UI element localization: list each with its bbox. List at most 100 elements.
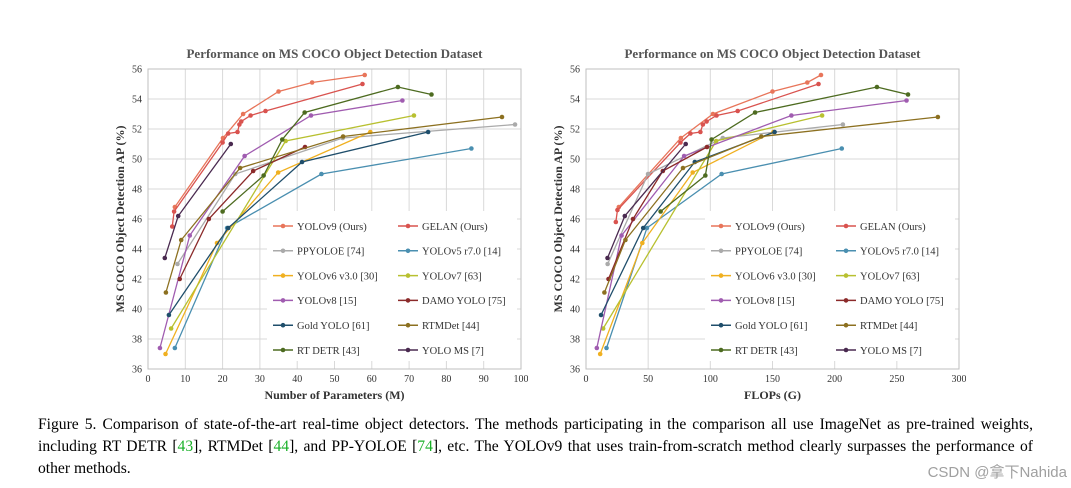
data-point-yolov6-v3-0-30 xyxy=(597,351,603,357)
legend-label: PPYOLOE [74] xyxy=(297,247,364,258)
legend-label: RT DETR [43] xyxy=(297,346,360,357)
data-point-gelan-ours xyxy=(360,81,365,87)
x-tick-label: 10 xyxy=(180,374,190,385)
data-point-ppyoloe-74 xyxy=(840,122,846,127)
y-tick-label: 36 xyxy=(132,365,142,376)
legend-label: YOLOv5 r7.0 [14] xyxy=(860,247,939,258)
data-point-yolo-ms-7 xyxy=(622,213,628,219)
data-point-yolov8-15 xyxy=(681,153,687,159)
legend-label: GELAN (Ours) xyxy=(860,222,926,233)
data-point-rt-detr-43 xyxy=(302,110,307,115)
legend-label: YOLO MS [7] xyxy=(860,346,922,357)
x-tick-label: 100 xyxy=(514,374,529,385)
data-point-rt-detr-43 xyxy=(261,173,266,178)
data-point-rtmdet-44 xyxy=(178,237,184,243)
data-point-gold-yolo-61 xyxy=(166,312,172,318)
plot-area-border xyxy=(147,68,522,370)
data-point-gelan-ours xyxy=(238,119,244,124)
data-point-yolo-ms-7 xyxy=(605,255,610,261)
data-point-rt-detr-43 xyxy=(395,84,401,90)
data-point-gelan-ours xyxy=(816,81,821,87)
data-point-yolov5-r7-0-14 xyxy=(604,345,609,351)
data-point-yolov9-ours xyxy=(818,72,824,78)
legend-label: RTMDet [44] xyxy=(422,321,479,332)
legend-marker-yolov5-r7-0-14 xyxy=(405,248,411,254)
y-tick-label: 54 xyxy=(570,95,580,106)
x-tick-label: 0 xyxy=(146,374,151,385)
watermark: CSDN @拿下Nahida xyxy=(927,464,1067,481)
data-point-yolov7-63 xyxy=(411,113,417,118)
legend-label: DAMO YOLO [75] xyxy=(860,296,944,307)
y-tick-label: 44 xyxy=(570,245,580,256)
figure-caption: Figure 5. Comparison of state-of-the-art… xyxy=(38,414,1033,480)
series-line-yolov9-ours xyxy=(618,74,822,208)
legend-label: YOLOv9 (Ours) xyxy=(297,222,367,233)
legend-marker-yolov9-ours xyxy=(718,223,724,229)
series-line-damo-yolo-75 xyxy=(179,146,306,280)
y-tick-label: 56 xyxy=(132,65,142,76)
data-point-damo-yolo-75 xyxy=(250,168,256,174)
x-tick-label: 90 xyxy=(479,374,489,385)
data-point-yolov8-15 xyxy=(157,345,163,351)
data-point-yolov9-ours xyxy=(309,80,315,85)
data-point-yolov5-r7-0-14 xyxy=(469,146,474,151)
x-tick-label: 30 xyxy=(255,374,265,385)
data-point-yolov8-15 xyxy=(187,233,193,238)
data-point-yolov5-r7-0-14 xyxy=(172,345,178,351)
data-point-rtmdet-44 xyxy=(163,290,169,295)
data-point-rt-detr-43 xyxy=(874,84,880,90)
data-point-yolov9-ours xyxy=(276,89,281,94)
data-point-yolov5-r7-0-14 xyxy=(839,146,845,151)
data-point-yolov8-15 xyxy=(904,98,909,103)
caption-text-2: ], RTMDet [ xyxy=(193,438,274,455)
legend-marker-damo-yolo-75 xyxy=(405,298,411,303)
data-point-damo-yolo-75 xyxy=(704,144,710,150)
data-point-rt-detr-43 xyxy=(709,137,714,142)
data-point-gelan-ours xyxy=(613,219,619,225)
legend-label: YOLOv7 [63] xyxy=(422,271,482,282)
y-tick-label: 46 xyxy=(132,215,142,226)
data-point-yolov9-ours xyxy=(805,80,810,85)
data-point-yolov9-ours xyxy=(678,135,684,141)
data-point-yolov8-15 xyxy=(400,98,405,103)
data-point-damo-yolo-75 xyxy=(630,216,636,222)
caption-ref-74[interactable]: 74 xyxy=(417,438,433,455)
params-chart: Performance on MS COCO Object Detection … xyxy=(113,46,529,402)
legend-label: YOLOv9 (Ours) xyxy=(735,222,805,233)
data-point-rtmdet-44 xyxy=(602,290,607,295)
data-point-rt-detr-43 xyxy=(752,110,758,115)
data-point-gelan-ours xyxy=(688,131,693,136)
data-point-yolov9-ours xyxy=(770,89,775,94)
legend: YOLOv9 (Ours) GELAN (Ours) PPYOLOE [74] YOL… xyxy=(267,211,517,361)
legend-marker-yolo-ms-7 xyxy=(405,347,411,353)
legend-label: YOLO MS [7] xyxy=(422,346,484,357)
x-tick-label: 70 xyxy=(404,374,414,385)
data-point-gold-yolo-61 xyxy=(598,312,604,318)
x-tick-label: 50 xyxy=(643,374,653,385)
x-tick-label: 0 xyxy=(584,374,589,385)
data-point-yolo-ms-7 xyxy=(162,255,168,261)
caption-ref-43[interactable]: 43 xyxy=(177,438,194,455)
data-point-rtmdet-44 xyxy=(340,134,346,139)
data-point-gelan-ours xyxy=(248,113,253,118)
data-point-rtmdet-44 xyxy=(237,165,243,171)
y-tick-label: 50 xyxy=(132,155,142,166)
legend-marker-yolov7-63 xyxy=(405,273,411,278)
series-line-yolov6-v3-0-30 xyxy=(164,131,371,355)
legend-marker-yolov8-15 xyxy=(718,298,724,303)
caption-ref-44[interactable]: 44 xyxy=(273,438,290,455)
legend-marker-ppyoloe-74 xyxy=(280,248,286,254)
legend-marker-yolov9-ours xyxy=(280,223,286,229)
y-tick-label: 52 xyxy=(132,125,142,136)
series-group xyxy=(157,72,518,357)
y-tick-label: 44 xyxy=(132,245,142,256)
y-tick-label: 40 xyxy=(132,305,142,316)
legend-label: PPYOLOE [74] xyxy=(735,247,802,258)
legend-marker-yolov7-63 xyxy=(843,273,849,278)
data-point-yolo-ms-7 xyxy=(683,141,689,147)
legend-label: YOLOv5 r7.0 [14] xyxy=(422,247,501,258)
data-point-yolov9-ours xyxy=(240,111,246,117)
plot-area-border xyxy=(585,68,960,370)
series-line-gelan-ours xyxy=(615,83,819,223)
legend-marker-damo-yolo-75 xyxy=(843,298,849,303)
